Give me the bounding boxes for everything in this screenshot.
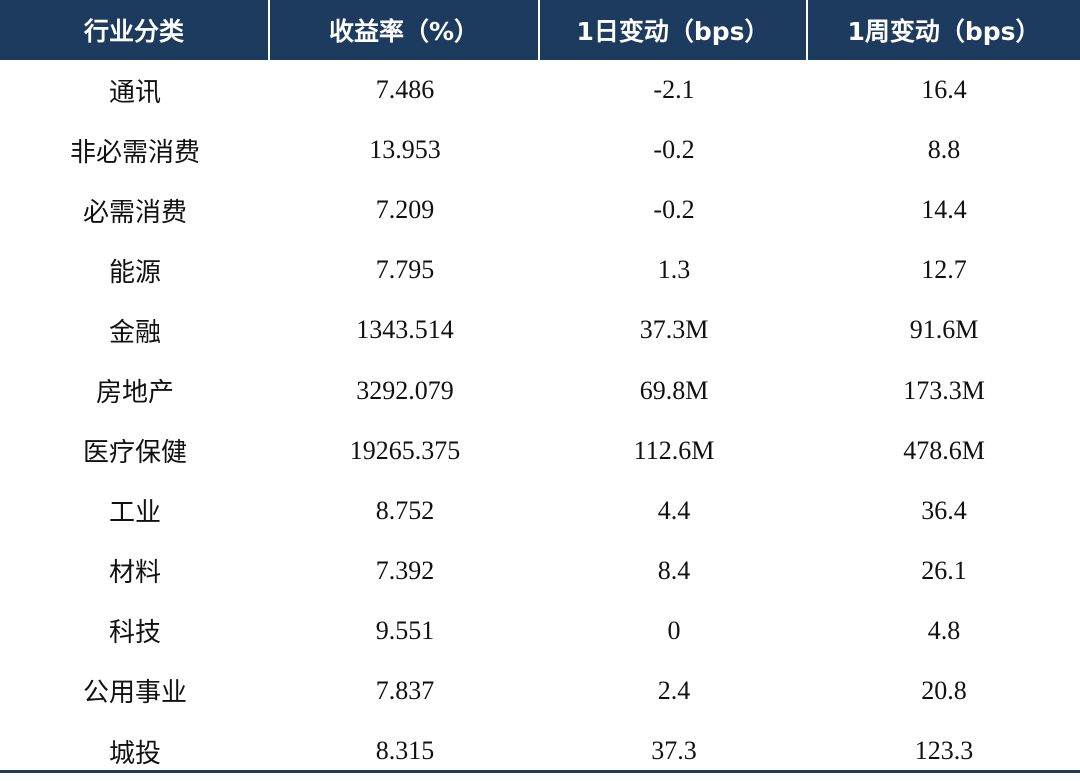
header-1d-change: 1日变动（bps） <box>540 0 808 60</box>
cell-yield: 9.551 <box>375 615 435 645</box>
table-row: 通讯 7.486 -2.1 16.4 <box>0 60 1080 120</box>
cell-sector: 房地产 <box>95 378 174 409</box>
cell-sector: 必需消费 <box>82 197 187 228</box>
table-row: 科技 9.551 0 4.8 <box>0 601 1080 661</box>
cell-1d-change: 1.3 <box>657 255 691 285</box>
cell-1d-change: -0.2 <box>653 135 695 165</box>
header-1w-change: 1周变动（bps） <box>847 17 1041 46</box>
table-row: 能源 7.795 1.3 12.7 <box>0 240 1080 300</box>
cell-1d-change: -0.2 <box>653 195 695 225</box>
cell-sector: 通讯 <box>108 77 161 108</box>
cell-yield: 3292.079 <box>356 375 454 405</box>
table-body: 通讯 7.486 -2.1 16.4 非必需消费 13.953 -0.2 8.8 必需消费 7.2… <box>0 60 1080 781</box>
cell-1d-change: 8.4 <box>657 555 691 585</box>
table-row: 必需消费 7.209 -0.2 14.4 <box>0 180 1080 240</box>
cell-1d-change: 2.4 <box>657 675 691 705</box>
cell-1w-change: 20.8 <box>921 675 967 705</box>
table-row: 材料 7.392 8.4 26.1 <box>0 541 1080 601</box>
cell-1d-change: 0 <box>667 615 681 645</box>
cell-sector: 公用事业 <box>82 678 187 709</box>
cell-1w-change: 4.8 <box>927 615 961 645</box>
cell-1w-change: 16.4 <box>921 75 967 105</box>
table-row: 非必需消费 13.953 -0.2 8.8 <box>0 120 1080 180</box>
cell-yield: 1343.514 <box>356 315 454 345</box>
table-header: 行业分类 收益率（%） 1日变动（bps） 1周变动（bps） <box>0 0 1080 60</box>
table-row: 房地产 3292.079 69.8M 173.3M <box>0 360 1080 420</box>
cell-sector: 能源 <box>108 257 161 288</box>
cell-1d-change: 37.3 <box>651 736 697 766</box>
cell-sector: 科技 <box>108 618 161 649</box>
cell-1d-change: -2.1 <box>653 75 695 105</box>
cell-1w-change: 26.1 <box>921 555 967 585</box>
cell-1w-change: 478.6M <box>903 435 985 465</box>
cell-1w-change: 8.8 <box>927 135 961 165</box>
bottom-rule <box>0 770 1080 773</box>
cell-1d-change: 4.4 <box>657 495 691 525</box>
cell-1d-change: 37.3M <box>639 315 709 345</box>
cell-yield: 8.752 <box>375 495 435 525</box>
cell-yield: 19265.375 <box>349 435 461 465</box>
cell-yield: 7.209 <box>375 195 435 225</box>
cell-1d-change: 112.6M <box>633 435 715 465</box>
cell-1w-change: 36.4 <box>921 495 967 525</box>
cell-yield: 8.315 <box>375 736 435 766</box>
header-yield: 收益率（%） <box>270 0 540 60</box>
cell-sector: 金融 <box>108 317 161 348</box>
cell-sector: 工业 <box>108 498 161 529</box>
cell-1w-change: 12.7 <box>921 255 967 285</box>
table-row: 工业 8.752 4.4 36.4 <box>0 481 1080 541</box>
cell-sector: 城投 <box>108 738 161 769</box>
cell-1w-change: 91.6M <box>909 315 979 345</box>
table-row: 公用事业 7.837 2.4 20.8 <box>0 661 1080 721</box>
table-row: 城投 8.315 37.3 123.3 <box>0 721 1080 781</box>
cell-sector: 非必需消费 <box>69 137 200 168</box>
cell-1w-change: 14.4 <box>921 195 967 225</box>
cell-yield: 13.953 <box>369 135 441 165</box>
cell-1d-change: 69.8M <box>639 375 709 405</box>
table-row: 医疗保健 19265.375 112.6M 478.6M <box>0 421 1080 481</box>
cell-sector: 医疗保健 <box>82 438 187 469</box>
cell-yield: 7.392 <box>375 555 435 585</box>
table-row: 金融 1343.514 37.3M 91.6M <box>0 300 1080 360</box>
cell-yield: 7.837 <box>375 675 435 705</box>
cell-1w-change: 173.3M <box>903 375 985 405</box>
cell-1w-change: 123.3 <box>914 736 974 766</box>
header-sector: 行业分类 <box>0 0 270 60</box>
cell-sector: 材料 <box>108 558 161 589</box>
cell-yield: 7.486 <box>375 75 435 105</box>
cell-yield: 7.795 <box>375 255 435 285</box>
